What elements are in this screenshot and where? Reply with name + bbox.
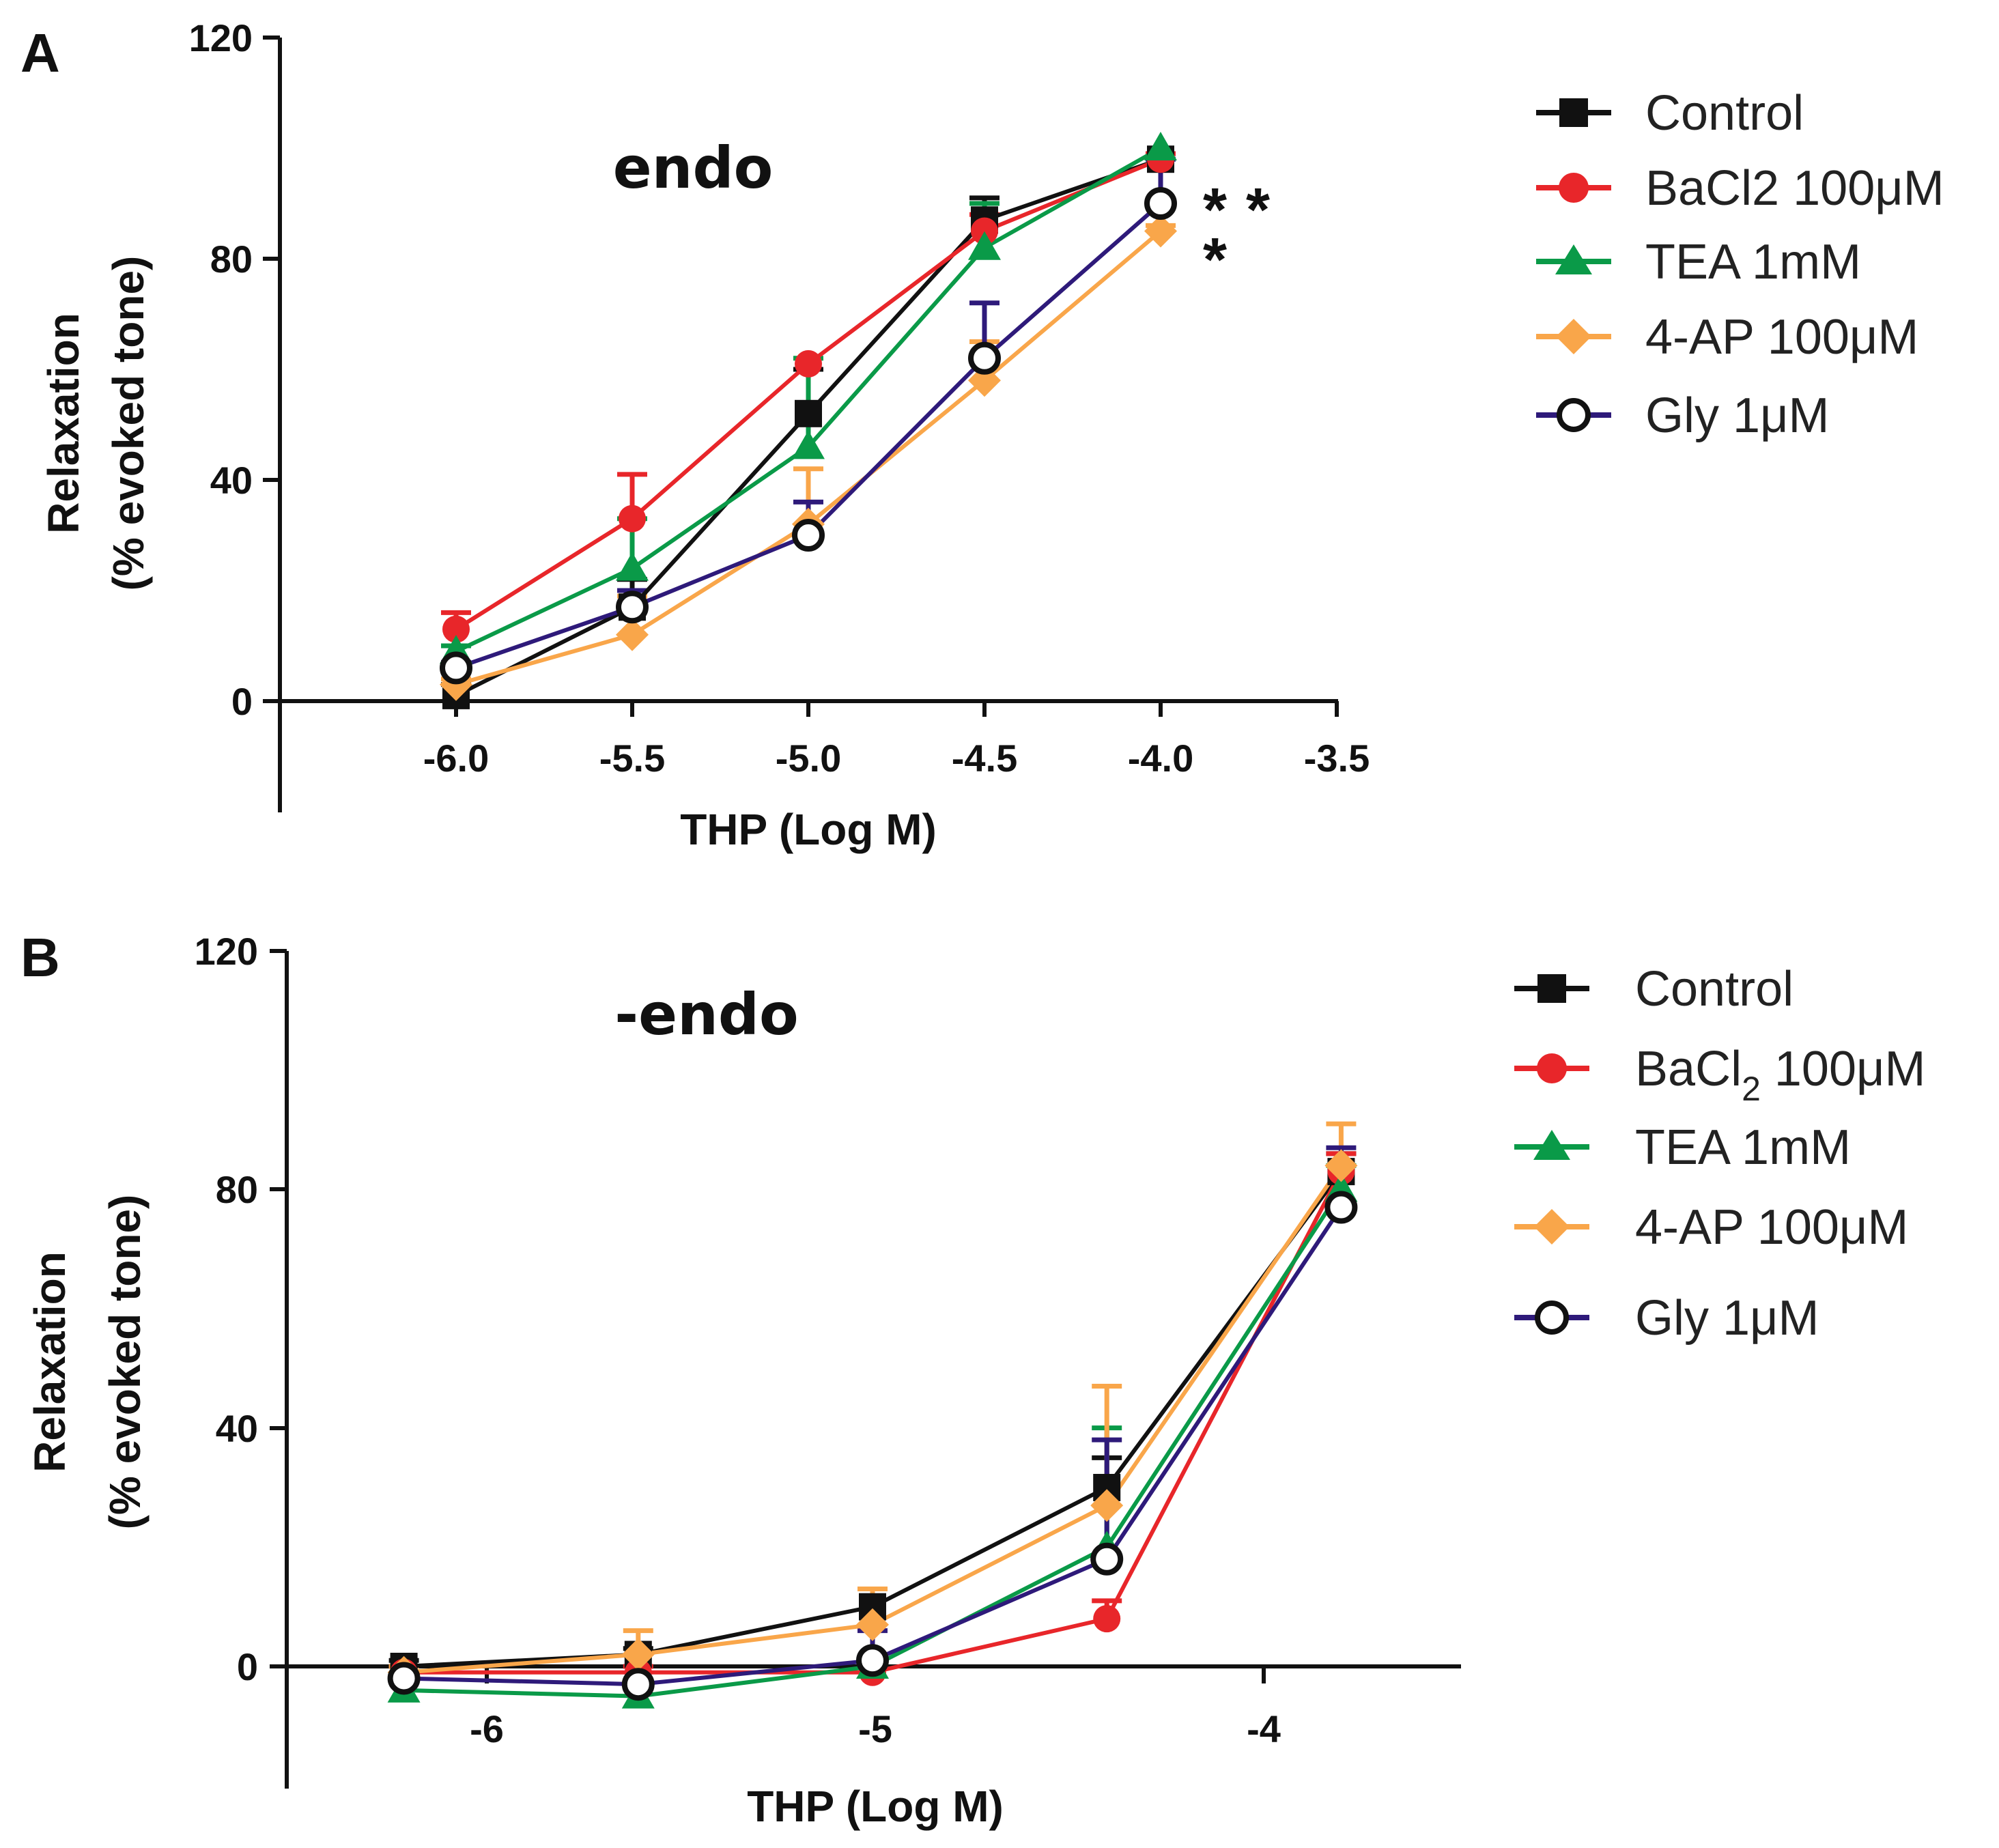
panel-b: B 120 80 40 0 -6 -5 -4 THP (Log M) Relax…	[20, 927, 1925, 1831]
panel-b-y-ticks: 120 80 40 0	[195, 930, 287, 1688]
panel-b-ytick-label: 120	[195, 930, 258, 973]
panel-b-ytick-label: 40	[216, 1407, 258, 1450]
data-point-diamond	[1144, 214, 1177, 248]
data-point-square	[795, 399, 822, 427]
data-point-open-circle	[968, 341, 1001, 375]
significance-star: *	[1246, 176, 1270, 244]
legend-label: Control	[1645, 86, 1804, 141]
data-point-triangle	[968, 231, 1001, 260]
data-point-circle	[619, 504, 646, 532]
panel-b-legend: Control BaCl2 100μM TEA 1mM 4-AP 100μM G	[1514, 962, 1925, 1346]
panel-a-y-axis-label: Relaxation	[39, 313, 88, 534]
significance-star: *	[1203, 176, 1227, 244]
data-point-open-circle	[616, 591, 649, 624]
panel-a-xtick-label: -4.5	[952, 737, 1018, 780]
legend-label: Gly 1μM	[1645, 388, 1830, 443]
panel-a-x-axis-label: THP (Log M)	[680, 805, 937, 854]
legend-item-4ap: 4-AP 100μM	[1536, 310, 1918, 365]
panel-a-ytick-label: 0	[231, 680, 253, 723]
data-point-open-circle	[440, 651, 472, 685]
panel-a-xtick-label: -5.5	[599, 737, 666, 780]
legend-item-bacl2: BaCl2 100μM	[1536, 161, 1944, 216]
legend-item-gly: Gly 1μM	[1514, 1291, 1819, 1346]
panel-b-xtick-label: -4	[1247, 1707, 1281, 1750]
data-point-open-circle	[387, 1662, 421, 1695]
data-point-open-circle	[1090, 1542, 1124, 1576]
legend-label: Gly 1μM	[1635, 1291, 1819, 1346]
data-point-diamond	[856, 1608, 889, 1641]
panel-a: A 120 80 40 0 -6.0 -5.5 -5.0 -	[20, 16, 1944, 854]
panel-b-y-axis-sublabel: (% evoked tone)	[100, 1195, 150, 1530]
legend-item-4ap: 4-AP 100μM	[1514, 1200, 1908, 1255]
data-point-diamond	[616, 618, 649, 651]
data-point-open-circle	[1144, 187, 1177, 220]
panel-b-title: -endo	[614, 981, 798, 1048]
panel-a-legend: Control BaCl2 100μM TEA 1mM 4-AP 100μM G	[1536, 86, 1944, 443]
panel-b-y-axis-label: Relaxation	[25, 1251, 74, 1473]
data-point-circle	[1093, 1605, 1121, 1633]
legend-item-tea: TEA 1mM	[1536, 235, 1861, 289]
panel-b-xtick-label: -5	[858, 1707, 892, 1750]
legend-label: BaCl2 100μM	[1645, 161, 1944, 216]
data-point-circle	[971, 217, 998, 245]
data-point-diamond	[1090, 1489, 1124, 1522]
panel-a-xtick-label: -6.0	[423, 737, 490, 780]
panel-a-xtick-label: -3.5	[1304, 737, 1370, 780]
significance-star: *	[1203, 226, 1227, 294]
panel-a-x-ticks: -6.0 -5.5 -5.0 -4.5 -4.0 -3.5	[423, 701, 1370, 780]
panel-b-x-ticks: -6 -5 -4	[470, 1666, 1281, 1750]
panel-b-letter: B	[20, 927, 60, 988]
panel-b-xtick-label: -6	[470, 1707, 504, 1750]
panel-a-xtick-label: -4.0	[1128, 737, 1194, 780]
legend-label: 4-AP 100μM	[1645, 310, 1918, 365]
panel-a-title: endo	[613, 134, 774, 201]
panel-a-y-ticks: 120 80 40 0	[189, 16, 280, 723]
data-point-triangle	[792, 430, 825, 459]
panel-a-ytick-label: 120	[189, 16, 253, 59]
data-point-open-circle	[1324, 1191, 1358, 1224]
data-point-open-circle	[856, 1644, 889, 1677]
legend-label: TEA 1mM	[1635, 1120, 1851, 1175]
legend-item-tea: TEA 1mM	[1514, 1120, 1851, 1175]
data-point-triangle	[1144, 132, 1177, 160]
data-point-open-circle	[621, 1668, 655, 1701]
legend-label: Control	[1635, 962, 1794, 1017]
panel-a-y-axis-sublabel: (% evoked tone)	[104, 256, 153, 591]
panel-a-letter: A	[20, 23, 60, 83]
panel-a-ytick-label: 40	[210, 459, 253, 502]
data-point-circle	[795, 350, 822, 378]
panel-b-ytick-label: 80	[216, 1168, 258, 1211]
legend-item-bacl2: BaCl2 100μM	[1514, 1042, 1925, 1108]
panel-a-xtick-label: -5.0	[776, 737, 842, 780]
data-point-circle	[442, 615, 470, 643]
data-point-diamond	[621, 1638, 655, 1671]
legend-item-control: Control	[1514, 962, 1794, 1017]
panel-a-plot-area: * **	[440, 132, 1270, 709]
legend-item-gly: Gly 1μM	[1536, 388, 1830, 443]
legend-label: BaCl2 100μM	[1635, 1042, 1925, 1108]
panel-b-plot-area	[387, 1121, 1358, 1709]
legend-label: TEA 1mM	[1645, 235, 1861, 289]
legend-label: 4-AP 100μM	[1635, 1200, 1908, 1255]
data-point-diamond	[1324, 1149, 1358, 1182]
panel-a-ytick-label: 80	[210, 238, 253, 281]
panel-b-x-axis-label: THP (Log M)	[747, 1782, 1004, 1831]
data-point-open-circle	[792, 519, 825, 552]
data-point-triangle	[616, 552, 649, 581]
legend-item-control: Control	[1536, 86, 1804, 141]
panel-b-ytick-label: 0	[237, 1645, 258, 1688]
